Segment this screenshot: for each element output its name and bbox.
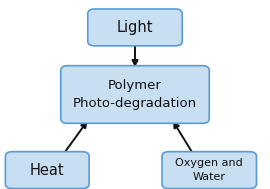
Text: Polymer
Photo-degradation: Polymer Photo-degradation [73,80,197,109]
FancyBboxPatch shape [5,152,89,188]
Text: Light: Light [117,20,153,35]
FancyBboxPatch shape [88,9,182,46]
FancyBboxPatch shape [61,66,209,123]
Text: Oxygen and
Water: Oxygen and Water [176,159,243,182]
FancyBboxPatch shape [162,152,256,188]
Text: Heat: Heat [30,163,65,178]
